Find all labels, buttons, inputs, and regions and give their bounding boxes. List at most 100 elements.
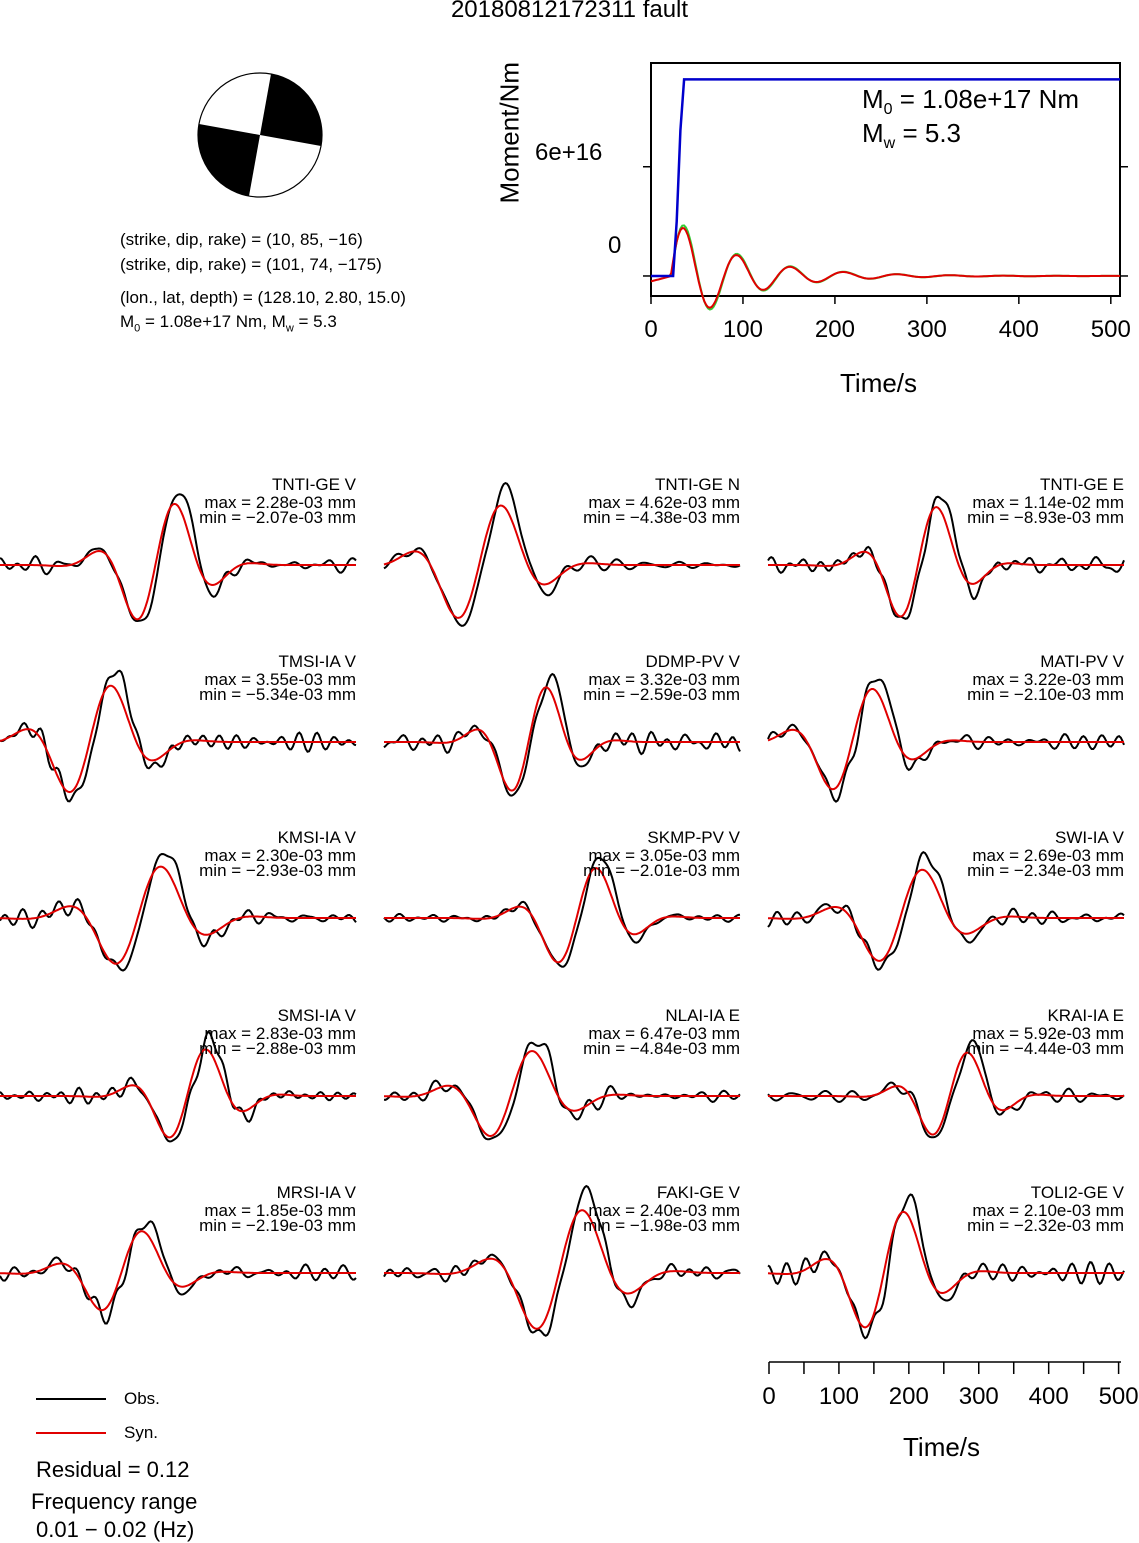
station-name: TNTI-GE N: [655, 475, 740, 494]
station-min: min = −2.93e-03 mm: [199, 861, 356, 880]
traces-xtick-label: 200: [888, 1383, 929, 1410]
station-name: TNTI-GE E: [1039, 475, 1124, 494]
station-min: min = −2.34e-03 mm: [967, 861, 1124, 880]
station-max: max = 2.30e-03 mm: [204, 846, 356, 865]
legend-syn-label: Syn.: [124, 1423, 159, 1442]
station-name: TOLI2-GE V: [1030, 1183, 1124, 1202]
focal-mechanism-beachball: [197, 72, 323, 198]
station-name: KMSI-IA V: [277, 828, 356, 847]
moment-xtick-label: 200: [814, 316, 855, 343]
traces-xtick-label: 400: [1028, 1383, 1069, 1410]
station-name: SKMP-PV V: [647, 828, 740, 847]
synthetic-waveform: [767, 1210, 1124, 1329]
traces-xtick-label: 100: [818, 1383, 859, 1410]
synthetic-waveform: [0, 502, 356, 621]
observed-waveform: [0, 493, 357, 623]
station-max: max = 1.14e-02 mm: [972, 493, 1124, 512]
observed-waveform: [0, 852, 357, 972]
station-name: SMSI-IA V: [277, 1006, 356, 1025]
station-max: max = 3.32e-03 mm: [588, 670, 740, 689]
observed-waveform: [767, 1039, 1125, 1139]
beachball-quadrant-ne: [260, 74, 322, 146]
synthetic-waveform: [768, 506, 1124, 618]
frequency-range-label: Frequency range: [31, 1489, 198, 1514]
moment-plot-ticks: [643, 166, 1128, 304]
moment-ylabel: Moment/Nm: [494, 61, 525, 204]
station-min: min = −4.38e-03 mm: [583, 508, 740, 527]
observed-waveform: [0, 669, 357, 803]
station-name: SWI-IA V: [1055, 828, 1124, 847]
station-min: min = −1.98e-03 mm: [583, 1216, 740, 1235]
station-min: min = −4.44e-03 mm: [967, 1039, 1124, 1058]
waveform-grid: [0, 481, 1125, 1340]
moment-plot-curves: [650, 78, 1121, 311]
synthetic-waveform: [0, 684, 356, 794]
station-name: NLAI-IA E: [665, 1006, 740, 1025]
station-name: MATI-PV V: [1040, 652, 1124, 671]
station-max: max = 2.69e-03 mm: [972, 846, 1124, 865]
moment-xlabel: Time/s: [840, 368, 918, 398]
beachball-quadrant-sw: [198, 124, 260, 196]
moment-ytick-6e16: 6e+16: [535, 139, 603, 166]
synthetic-waveform: [768, 1051, 1124, 1136]
nodal-plane-1: (strike, dip, rake) = (10, 85, −16): [120, 230, 363, 249]
station-name: KRAI-IA E: [1047, 1006, 1124, 1025]
observed-waveform: [383, 1184, 741, 1337]
legend-syn-line: [36, 1432, 106, 1434]
moment-function-plot: [643, 62, 1128, 311]
traces-xtick-label: 500: [1098, 1383, 1139, 1410]
synthetic-waveform: [767, 688, 1124, 791]
station-max: max = 6.47e-03 mm: [588, 1024, 740, 1043]
station-max: max = 5.92e-03 mm: [972, 1024, 1124, 1043]
traces-xtick-label: 0: [762, 1383, 776, 1410]
mw-annotation: Mw = 5.3: [862, 118, 962, 153]
moment-xtick-label: 400: [998, 316, 1039, 343]
figure-title: 20180812172311 fault: [450, 0, 689, 23]
synthetic-waveform: [0, 1048, 356, 1139]
station-name: MRSI-IA V: [276, 1183, 356, 1202]
legend-obs-line: [36, 1398, 106, 1400]
moment-function-line: [651, 78, 1120, 278]
station-name: TNTI-GE V: [271, 475, 356, 494]
station-name: FAKI-GE V: [656, 1183, 740, 1202]
station-min: min = −4.84e-03 mm: [583, 1039, 740, 1058]
legend-obs-label: Obs.: [124, 1389, 160, 1408]
traces-xtick-label: 300: [958, 1383, 999, 1410]
hypocenter-location: (lon., lat, depth) = (128.10, 2.80, 15.0…: [120, 288, 406, 307]
station-min: min = −5.34e-03 mm: [199, 685, 356, 704]
m0-annotation: M0 = 1.08e+17 Nm: [862, 84, 1080, 119]
moment-rate-red-line: [650, 227, 1121, 309]
frequency-range-value: 0.01 − 0.02 (Hz): [36, 1517, 195, 1542]
moment-magnitude-line: M0 = 1.08e+17 Nm, Mw = 5.3: [120, 312, 337, 335]
observed-waveform: [767, 851, 1125, 971]
moment-xtick-label: 100: [722, 316, 763, 343]
observed-waveform: [767, 495, 1125, 620]
residual-text: Residual = 0.12: [36, 1457, 190, 1482]
station-name: DDMP-PV V: [645, 652, 740, 671]
station-max: max = 2.10e-03 mm: [972, 1201, 1124, 1220]
observed-waveform: [0, 1030, 357, 1143]
station-min: min = −2.19e-03 mm: [199, 1216, 356, 1235]
station-min: min = −2.07e-03 mm: [199, 508, 356, 527]
synthetic-waveform: [384, 867, 740, 964]
station-max: max = 2.28e-03 mm: [204, 493, 356, 512]
station-max: max = 4.62e-03 mm: [588, 493, 740, 512]
moment-plot-frame: [650, 62, 1121, 297]
synthetic-waveform: [384, 1050, 740, 1138]
synthetic-waveform: [0, 1230, 356, 1312]
station-min: min = −2.88e-03 mm: [199, 1039, 356, 1058]
station-max: max = 3.55e-03 mm: [204, 670, 356, 689]
